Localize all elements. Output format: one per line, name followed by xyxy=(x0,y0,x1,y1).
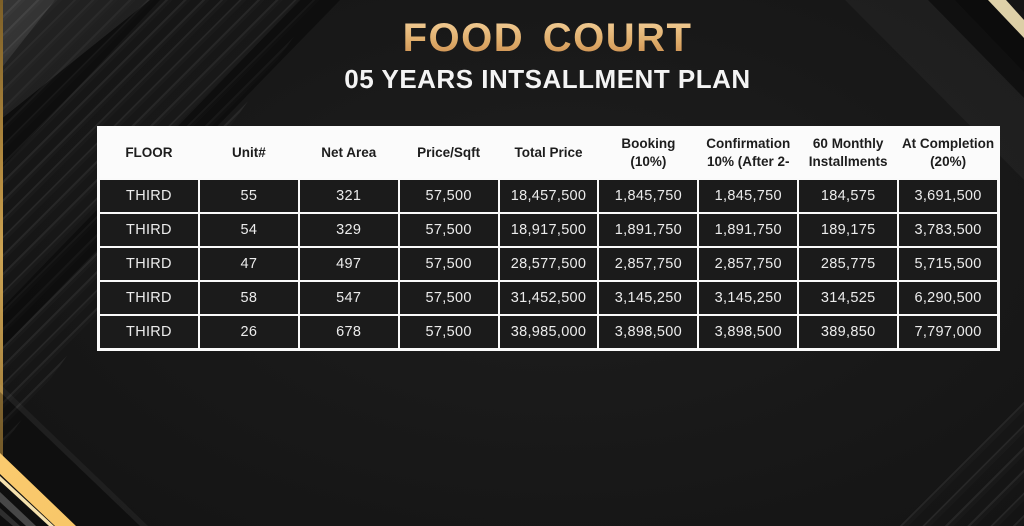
table-cell: 1,845,750 xyxy=(597,178,700,214)
table-cell: 1,891,750 xyxy=(697,212,800,248)
table-cell: 3,691,500 xyxy=(897,178,1000,214)
table-cell: 1,891,750 xyxy=(597,212,700,248)
table-cell: 189,175 xyxy=(797,212,900,248)
table-cell: 3,898,500 xyxy=(597,314,700,350)
table-cell: THIRD xyxy=(98,178,200,214)
table-cell: 6,290,500 xyxy=(897,280,1000,316)
table-cell: 497 xyxy=(297,246,400,282)
table-cell: 55 xyxy=(197,178,300,214)
column-header-price-sqft: Price/Sqft xyxy=(398,127,499,179)
column-header-net-area: Net Area xyxy=(298,127,399,179)
table-cell: THIRD xyxy=(98,314,200,350)
table-cell: THIRD xyxy=(98,246,200,282)
table-cell: 1,845,750 xyxy=(697,178,800,214)
table-cell: 18,917,500 xyxy=(497,212,600,248)
table-cell: 3,145,250 xyxy=(697,280,800,316)
table-cell: 7,797,000 xyxy=(897,314,1000,350)
table-cell: 3,783,500 xyxy=(897,212,1000,248)
table-cell: 5,715,500 xyxy=(897,246,1000,282)
table-cell: 3,145,250 xyxy=(597,280,700,316)
table-row: THIRD 47 497 57,500 28,577,500 2,857,750… xyxy=(98,246,1000,282)
headline-block: FOOD COURT 05 YEARS INTSALLMENT PLAN xyxy=(97,16,998,94)
table-cell: 57,500 xyxy=(397,314,500,350)
column-header-floor: FLOOR xyxy=(99,127,199,179)
table-cell: THIRD xyxy=(98,212,200,248)
column-header-at-completion: At Completion (20%) xyxy=(898,127,999,179)
table-header-row: FLOOR Unit# Net Area Price/Sqft Total Pr… xyxy=(99,127,999,179)
table-row: THIRD 58 547 57,500 31,452,500 3,145,250… xyxy=(98,280,1000,316)
installment-table-container: FLOOR Unit# Net Area Price/Sqft Total Pr… xyxy=(97,126,1001,351)
table-cell: 285,775 xyxy=(797,246,900,282)
table-cell: 184,575 xyxy=(797,178,900,214)
table-cell: 31,452,500 xyxy=(497,280,600,316)
column-header-confirmation: Confirmation 10% (After 2- xyxy=(698,127,799,179)
gold-vertical-line-decoration xyxy=(0,0,3,462)
table-cell: 57,500 xyxy=(397,178,500,214)
table-cell: 329 xyxy=(297,212,400,248)
table-cell: THIRD xyxy=(98,280,200,316)
table-cell: 54 xyxy=(197,212,300,248)
column-header-total-price: Total Price xyxy=(498,127,599,179)
table-cell: 47 xyxy=(197,246,300,282)
table-cell: 547 xyxy=(297,280,400,316)
table-cell: 2,857,750 xyxy=(597,246,700,282)
table-row: THIRD 54 329 57,500 18,917,500 1,891,750… xyxy=(98,212,1000,248)
table-cell: 3,898,500 xyxy=(697,314,800,350)
page-subtitle: 05 YEARS INTSALLMENT PLAN xyxy=(344,64,751,94)
table-row: THIRD 26 678 57,500 38,985,000 3,898,500… xyxy=(98,314,1000,350)
table-cell: 57,500 xyxy=(397,280,500,316)
column-header-booking: Booking (10%) xyxy=(598,127,699,179)
table-cell: 57,500 xyxy=(397,212,500,248)
page-title: FOOD COURT xyxy=(97,16,998,60)
column-header-monthly-installments: 60 Monthly Installments xyxy=(798,127,899,179)
table-cell: 18,457,500 xyxy=(497,178,600,214)
table-cell: 28,577,500 xyxy=(497,246,600,282)
table-cell: 58 xyxy=(197,280,300,316)
installment-table: FLOOR Unit# Net Area Price/Sqft Total Pr… xyxy=(98,127,1000,350)
table-cell: 389,850 xyxy=(797,314,900,350)
table-cell: 321 xyxy=(297,178,400,214)
table-cell: 26 xyxy=(197,314,300,350)
table-cell: 678 xyxy=(297,314,400,350)
table-row: THIRD 55 321 57,500 18,457,500 1,845,750… xyxy=(98,178,1000,214)
table-cell: 314,525 xyxy=(797,280,900,316)
table-cell: 38,985,000 xyxy=(497,314,600,350)
table-cell: 2,857,750 xyxy=(697,246,800,282)
table-cell: 57,500 xyxy=(397,246,500,282)
column-header-unit: Unit# xyxy=(198,127,299,179)
